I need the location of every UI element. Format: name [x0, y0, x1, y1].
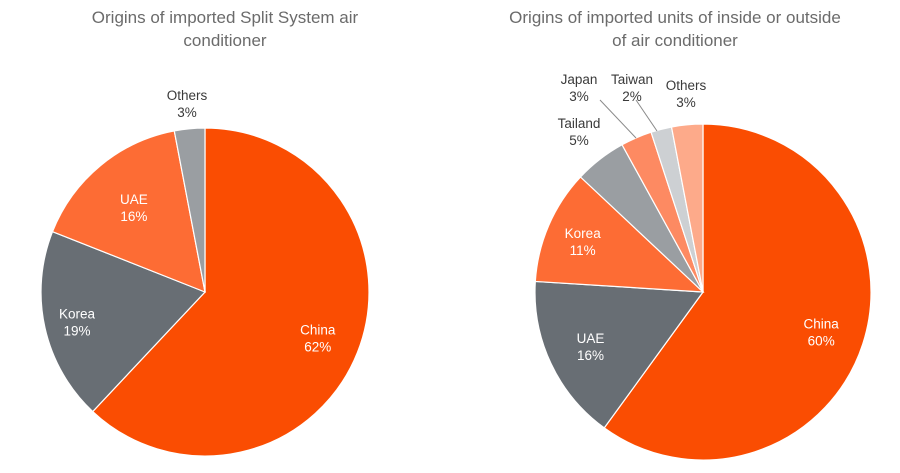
slice-label-uae: UAE: [120, 192, 148, 207]
pie-labels: China 62% Korea 19% UAE 16% Others 3%: [59, 88, 336, 355]
pie-slice-uae: [534, 280, 705, 429]
leader-line-japan: [599, 99, 637, 139]
slice-label-japan: Japan: [561, 72, 598, 87]
slice-label-uae: UAE: [577, 331, 605, 346]
pie-slice-china: [91, 127, 370, 457]
pie-slice-others: [173, 127, 206, 293]
slice-value-china: 60%: [808, 333, 835, 348]
slice-value-japan: 3%: [569, 89, 589, 104]
slice-label-others: Others: [167, 88, 208, 103]
pie-slice-korea: [40, 230, 207, 413]
pie-slices: [40, 127, 370, 457]
pie-slices: [534, 123, 872, 461]
slice-value-tailand: 5%: [569, 133, 589, 148]
slice-value-others: 3%: [676, 95, 696, 110]
pie-chart-split-system: Origins of imported Split System air con…: [0, 6, 450, 457]
chart-title-line-2: conditioner: [183, 31, 267, 50]
slice-value-uae: 16%: [577, 348, 604, 363]
pie-slice-others: [670, 123, 704, 293]
slice-label-china: China: [300, 323, 336, 338]
slice-value-uae: 16%: [120, 209, 147, 224]
slice-label-korea: Korea: [59, 307, 96, 322]
slice-value-korea: 11%: [570, 243, 596, 258]
pie-chart-units: Origins of imported units of inside or o…: [450, 0, 900, 473]
pie-svg: China 62% Korea 19% UAE 16% Others 3%: [40, 88, 370, 457]
slice-value-china: 62%: [304, 340, 331, 355]
chart-title-line-1: Origins of imported units of inside or o…: [509, 8, 841, 27]
chart-title: Origins of imported units of inside or o…: [450, 6, 900, 52]
slice-label-korea: Korea: [565, 226, 602, 241]
pie-slice-uae: [51, 130, 206, 293]
slice-label-tailand: Tailand: [558, 116, 601, 131]
slice-value-korea: 19%: [63, 324, 90, 339]
pie-svg: China 60% UAE 16% Korea 11% Tailand 5% Japan 3% Ta…: [534, 72, 872, 461]
chart-title-line-2: of air conditioner: [612, 31, 738, 50]
pie-labels: China 60% UAE 16% Korea 11% Tailand 5% Japan 3% Ta…: [558, 72, 840, 363]
slice-label-others: Others: [666, 78, 707, 93]
pie-slice-china: [603, 123, 872, 461]
slice-value-taiwan: 2%: [622, 89, 642, 104]
slice-label-taiwan: Taiwan: [611, 72, 653, 87]
slice-value-others: 3%: [177, 105, 197, 120]
pie-slice-korea: [534, 176, 705, 293]
slice-label-china: China: [804, 316, 840, 331]
chart-title: Origins of imported Split System air con…: [0, 6, 450, 52]
leader-line-taiwan: [635, 99, 658, 132]
chart-title-line-1: Origins of imported Split System air: [91, 8, 359, 27]
